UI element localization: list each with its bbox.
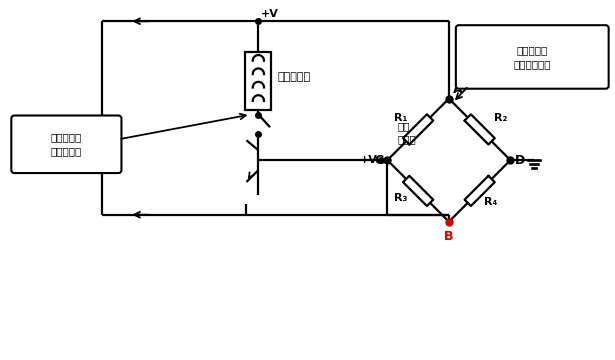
Text: D: D — [514, 154, 525, 167]
Text: 将温度信号
转换为电信号: 将温度信号 转换为电信号 — [514, 45, 551, 69]
Text: R₃: R₃ — [394, 193, 407, 203]
FancyBboxPatch shape — [456, 25, 609, 89]
Bar — [245, 52, 271, 109]
Text: 热敏
电阶器: 热敏 电阶器 — [397, 121, 416, 144]
Text: R₄: R₄ — [483, 197, 497, 207]
FancyBboxPatch shape — [11, 116, 121, 173]
Text: R₁: R₁ — [394, 113, 407, 123]
Text: A: A — [453, 83, 462, 96]
Text: C: C — [375, 154, 383, 167]
Text: B: B — [444, 230, 454, 243]
Text: R₂: R₂ — [494, 113, 507, 123]
Text: +V: +V — [261, 9, 279, 19]
Text: +V: +V — [360, 155, 378, 165]
Text: 继电器线圈: 继电器线圈 — [277, 72, 311, 82]
Text: 控制压缩机
运转或停止: 控制压缩机 运转或停止 — [51, 132, 82, 156]
